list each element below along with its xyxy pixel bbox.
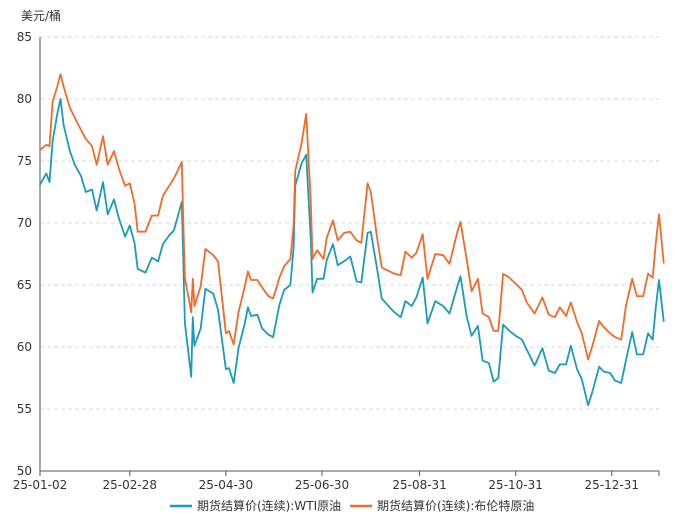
- x-tick-label: 25-10-31: [488, 478, 542, 492]
- y-tick-label: 75: [17, 154, 32, 168]
- x-axis: 25-01-02 25-02-28 25-04-30 25-06-30 25-08-31…: [13, 470, 660, 492]
- y-axis-unit-label: 美元/桶: [21, 8, 61, 23]
- y-tick-label: 60: [17, 340, 32, 354]
- y-tick-label: 70: [17, 216, 32, 230]
- x-tick-label: 25-06-30: [295, 478, 349, 492]
- series-line-wti: [39, 98, 665, 407]
- y-axis: 85 80 75 70 65 60 55 50: [17, 30, 41, 478]
- legend: 期货结算价(连续):WTI原油 期货结算价(连续):布伦特原油: [170, 498, 534, 513]
- x-tick-label: 25-01-02: [13, 478, 67, 492]
- y-tick-label: 50: [17, 464, 32, 478]
- legend-label-wti: 期货结算价(连续):WTI原油: [197, 498, 341, 513]
- y-tick-label: 55: [17, 402, 32, 416]
- grid-lines: [40, 36, 659, 410]
- series-line-brent: [39, 73, 665, 361]
- y-tick-label: 85: [17, 30, 32, 44]
- y-tick-label: 65: [17, 278, 32, 292]
- legend-label-brent: 期货结算价(连续):布伦特原油: [377, 498, 534, 513]
- x-tick-label: 25-04-30: [199, 478, 253, 492]
- x-tick-label: 25-12-31: [585, 478, 639, 492]
- x-tick-label: 25-02-28: [103, 478, 157, 492]
- series-group: [39, 73, 665, 407]
- x-tick-label: 25-08-31: [392, 478, 446, 492]
- y-tick-label: 80: [17, 92, 32, 106]
